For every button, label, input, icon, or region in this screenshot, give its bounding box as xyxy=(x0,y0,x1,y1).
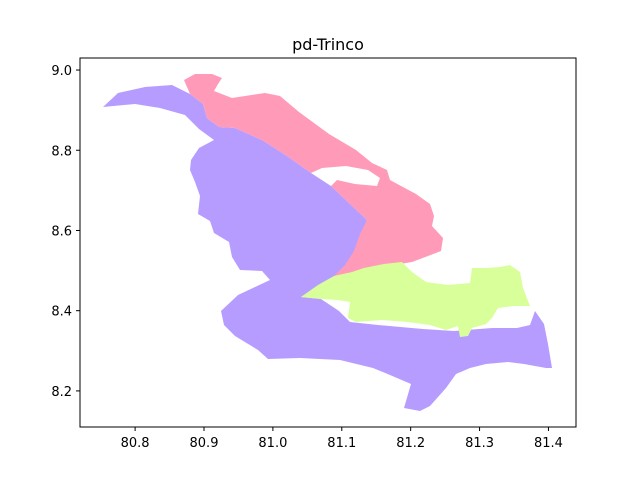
x-tick-label: 81.3 xyxy=(465,436,494,451)
y-tick-label: 8.2 xyxy=(51,385,72,400)
map-region-purple xyxy=(103,85,552,411)
map-title: pd-Trinco xyxy=(292,35,364,54)
y-tick-label: 8.6 xyxy=(51,224,72,239)
y-axis: 8.2 8.4 8.6 8.8 9.0 xyxy=(51,64,80,400)
map-region-green xyxy=(301,262,530,337)
x-tick-label: 81.2 xyxy=(396,436,425,451)
x-axis: 80.8 80.9 81.0 81.1 81.2 81.3 81.4 xyxy=(121,427,563,451)
x-tick-label: 81.1 xyxy=(327,436,356,451)
y-tick-label: 8.8 xyxy=(51,144,72,159)
map-region-pink xyxy=(184,74,443,291)
x-tick-label: 80.9 xyxy=(190,436,219,451)
x-tick-label: 81.4 xyxy=(534,436,563,451)
x-tick-label: 80.8 xyxy=(121,436,150,451)
y-tick-label: 8.4 xyxy=(51,305,72,320)
y-tick-label: 9.0 xyxy=(51,64,72,79)
x-tick-label: 81.0 xyxy=(258,436,287,451)
plot-frame xyxy=(79,57,577,428)
